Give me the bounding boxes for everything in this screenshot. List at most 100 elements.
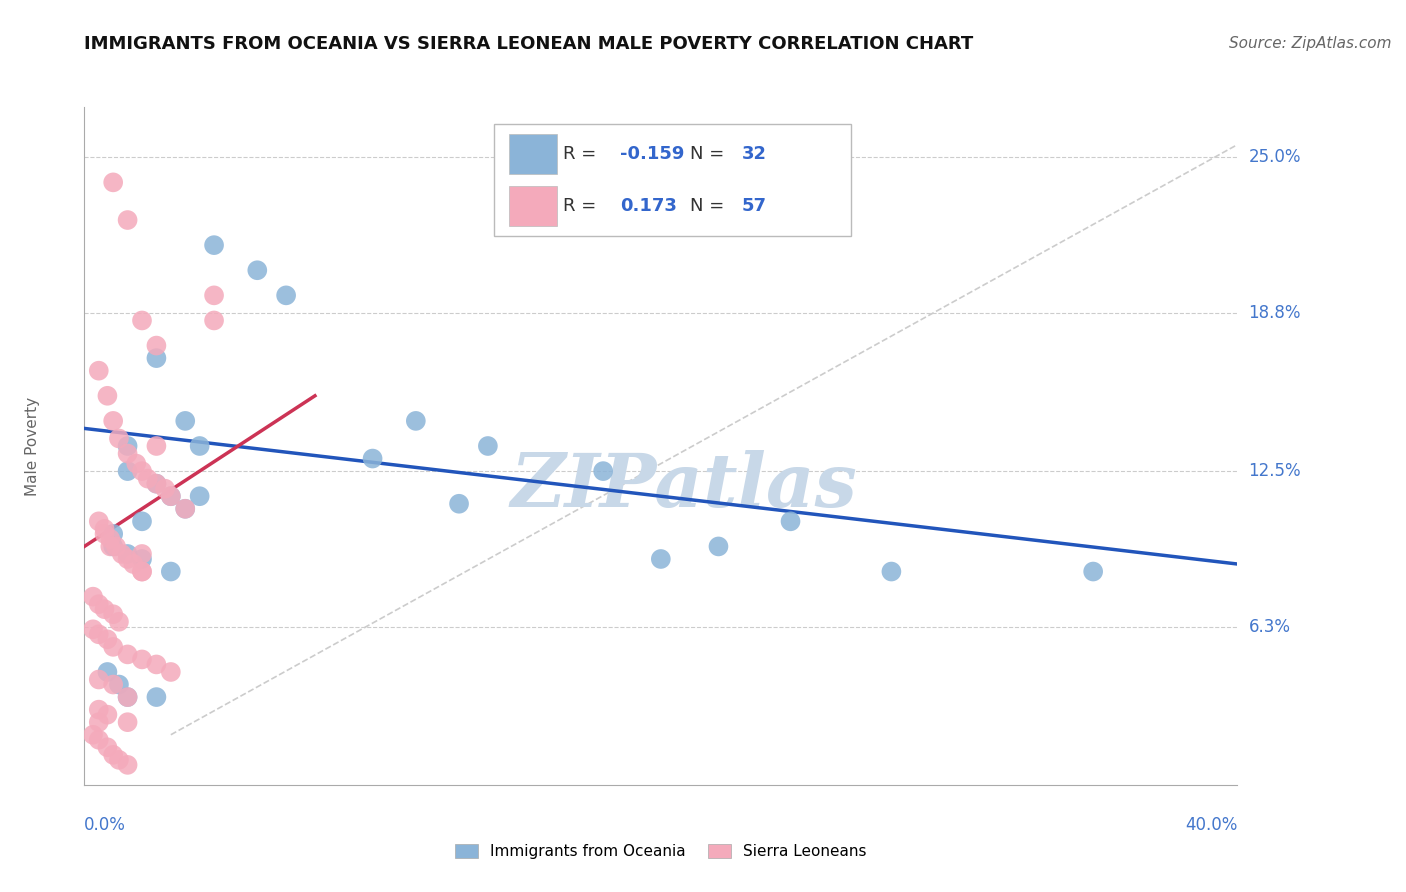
Point <box>105 540 128 554</box>
Point <box>131 565 153 579</box>
Point <box>202 313 225 327</box>
Point <box>96 707 118 722</box>
Point <box>87 703 110 717</box>
Point <box>96 740 118 755</box>
Point <box>145 439 167 453</box>
Point <box>87 673 110 687</box>
Point <box>202 288 225 302</box>
Text: ZIPatlas: ZIPatlas <box>510 450 858 523</box>
Point <box>87 715 110 730</box>
Point <box>160 489 183 503</box>
Point <box>779 514 801 528</box>
Point <box>108 432 131 446</box>
Point <box>82 622 104 636</box>
Point <box>592 464 614 478</box>
Point <box>117 715 139 730</box>
Point <box>174 414 197 428</box>
Text: R =: R = <box>562 145 602 162</box>
Point <box>103 540 124 554</box>
Point <box>188 489 211 503</box>
Point <box>117 464 139 478</box>
Point <box>153 482 176 496</box>
Text: 0.173: 0.173 <box>620 197 678 215</box>
Point <box>117 446 139 460</box>
Point <box>145 338 167 352</box>
Point <box>276 288 298 302</box>
Point <box>650 552 672 566</box>
Point <box>131 547 153 561</box>
Point <box>117 690 139 704</box>
Point <box>477 439 499 453</box>
Point <box>145 476 167 491</box>
Point <box>131 464 153 478</box>
Point <box>87 364 110 378</box>
Point <box>131 552 153 566</box>
Point <box>108 677 131 691</box>
Point <box>111 547 134 561</box>
Point <box>98 532 121 546</box>
Point <box>82 590 104 604</box>
Point <box>103 414 124 428</box>
Text: 6.3%: 6.3% <box>1249 618 1291 636</box>
Point <box>160 489 183 503</box>
FancyBboxPatch shape <box>509 134 557 174</box>
Point <box>82 728 104 742</box>
Text: 18.8%: 18.8% <box>1249 304 1301 322</box>
Point <box>93 602 115 616</box>
Point <box>117 690 139 704</box>
Text: 40.0%: 40.0% <box>1185 815 1237 833</box>
Point <box>103 677 124 691</box>
Point <box>117 648 139 662</box>
Point <box>160 565 183 579</box>
Point <box>361 451 384 466</box>
Point <box>117 439 139 453</box>
Point <box>202 238 225 252</box>
Point <box>145 690 167 704</box>
Text: N =: N = <box>690 145 730 162</box>
Text: 25.0%: 25.0% <box>1249 148 1301 166</box>
Point <box>145 351 167 365</box>
Point <box>122 557 145 571</box>
Point <box>108 615 131 629</box>
Point <box>98 540 121 554</box>
Point <box>117 757 139 772</box>
FancyBboxPatch shape <box>509 186 557 227</box>
Point <box>145 476 167 491</box>
Point <box>117 552 139 566</box>
Text: 32: 32 <box>741 145 766 162</box>
Point <box>131 313 153 327</box>
Point <box>145 657 167 672</box>
Point <box>160 665 183 679</box>
Point <box>707 540 730 554</box>
Text: Male Poverty: Male Poverty <box>25 396 39 496</box>
Text: -0.159: -0.159 <box>620 145 685 162</box>
Point <box>96 632 118 647</box>
Text: 12.5%: 12.5% <box>1249 462 1301 480</box>
Point <box>87 514 110 528</box>
Point <box>880 565 903 579</box>
Point <box>108 753 131 767</box>
Text: 57: 57 <box>741 197 766 215</box>
Point <box>125 457 148 471</box>
Point <box>103 747 124 762</box>
Text: R =: R = <box>562 197 602 215</box>
Text: 0.0%: 0.0% <box>84 815 127 833</box>
Point <box>174 501 197 516</box>
Point <box>93 522 115 536</box>
Point <box>96 665 118 679</box>
Point <box>131 652 153 666</box>
Point <box>103 640 124 654</box>
Point <box>188 439 211 453</box>
Point <box>136 472 159 486</box>
Point <box>103 175 124 189</box>
Text: IMMIGRANTS FROM OCEANIA VS SIERRA LEONEAN MALE POVERTY CORRELATION CHART: IMMIGRANTS FROM OCEANIA VS SIERRA LEONEA… <box>84 35 973 53</box>
Point <box>93 527 115 541</box>
Point <box>1083 565 1105 579</box>
Text: Source: ZipAtlas.com: Source: ZipAtlas.com <box>1229 36 1392 51</box>
Text: N =: N = <box>690 197 730 215</box>
Point <box>449 497 471 511</box>
Point <box>131 514 153 528</box>
Point <box>117 547 139 561</box>
Point <box>103 607 124 622</box>
Point <box>117 213 139 227</box>
